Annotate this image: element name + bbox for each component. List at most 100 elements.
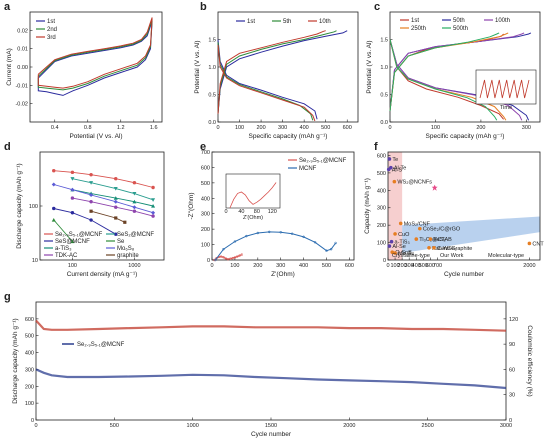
y-axis-label: Discharge capacity (mAh g⁻¹): [12, 318, 19, 403]
data-point: [213, 258, 216, 262]
data-point: [268, 230, 271, 234]
y-tick-label: -0.02: [15, 102, 28, 108]
y-tick-label: 0: [31, 418, 34, 424]
legend-entry: SeS@MCNF: [55, 239, 90, 245]
charge-curve: [217, 30, 326, 114]
x-tick-label: 400: [300, 125, 309, 131]
data-point: [151, 214, 155, 218]
data-point: [386, 167, 391, 172]
y-tick-label: 0.02: [17, 28, 28, 34]
y-tick-label: 300: [201, 212, 210, 218]
rate-line: [53, 219, 73, 242]
cv-curve: [37, 17, 153, 89]
legend-entry: graphite: [117, 253, 139, 259]
y-tick-label: 1.5: [208, 38, 216, 44]
legend-entry: Mo₆S₈: [117, 246, 135, 252]
y-tick-label: 1.5: [380, 38, 388, 44]
data-point: [313, 241, 317, 244]
inset-frame: [225, 173, 281, 209]
data-point: [222, 247, 225, 251]
legend-entry: Crystalline-type: [392, 253, 430, 259]
y-tick-label: 10: [32, 258, 38, 264]
plot-frame: [217, 11, 359, 123]
panel-label: a: [4, 1, 11, 13]
data-point: [132, 181, 137, 185]
data-point: [114, 177, 118, 181]
legend-entry: 3rd: [47, 35, 56, 41]
y-tick-label: 0.0: [208, 120, 216, 126]
x-tick-label: 200: [256, 125, 265, 131]
y-tick-label: 700: [201, 150, 210, 156]
plot-frame: [211, 151, 355, 261]
inset-x-tick-label: 80: [254, 209, 260, 215]
y-tick-label: 200: [377, 223, 386, 229]
inset-x-label: Z'(Ohm): [243, 215, 263, 221]
x-tick-label: 0: [216, 125, 219, 131]
data-point: [114, 205, 118, 209]
data-point: [70, 239, 75, 244]
legend-entry: Molecular-type: [488, 253, 524, 259]
point-label: Natural Graphite: [432, 246, 472, 252]
x-tick-label: 1000: [187, 423, 199, 429]
data-point: [70, 170, 75, 175]
data-point: [224, 257, 227, 260]
y-tick-label: 0.5: [380, 93, 388, 99]
x-tick-label: 500: [322, 263, 331, 269]
point-label: a-TiS₃: [395, 240, 410, 246]
x-tick-label: 0.8: [84, 125, 92, 131]
data-point: [222, 255, 225, 259]
x-tick-label: 100: [390, 263, 399, 269]
x-tick-label: 200: [476, 125, 485, 131]
y-tick-label: 100: [25, 401, 34, 407]
y-axis-label: Discharge capacity (mAh g⁻¹): [16, 163, 23, 248]
data-point: [392, 179, 397, 184]
x-tick-label: 100: [431, 125, 440, 131]
data-point: [414, 237, 419, 241]
y-tick-label: 400: [201, 196, 210, 202]
y-axis-label: Current (mA): [6, 48, 13, 86]
x-tick-label: 500: [419, 263, 428, 269]
panel-e: 0 100 200 300 400 500 600010020030040050060070…: [188, 141, 355, 278]
legend-entry: 50th: [453, 18, 465, 24]
point-label: Te: [392, 157, 398, 163]
y2-tick-label: 60: [509, 367, 515, 373]
x-tick-label: 600: [426, 263, 435, 269]
point-label: FeS₂: [433, 237, 445, 243]
y-tick-label: 0.01: [17, 47, 28, 53]
legend-entry: 10th: [319, 19, 331, 25]
inset-x-tick-label: 120: [268, 209, 277, 215]
panel-label: b: [200, 1, 207, 13]
x-axis-label: Z'(Ohm): [271, 271, 295, 278]
discharge-curve: [217, 39, 318, 120]
y2-axis-label: Coulombic efficiency (%): [526, 325, 533, 396]
y-axis-label: Potential (V vs. Al): [366, 40, 373, 93]
data-point: [290, 232, 294, 236]
data-point: [233, 240, 237, 243]
legend-entry: Our Work: [440, 253, 464, 259]
y-tick-label: 600: [25, 317, 34, 323]
data-point: [387, 244, 392, 248]
cv-curve: [37, 21, 153, 96]
data-point: [219, 255, 223, 258]
y2-tick-label: 120: [509, 317, 518, 323]
y-tick-label: 600: [201, 165, 210, 171]
point-label: WS₂@NCNFs: [397, 180, 432, 186]
x-tick-label: 1500: [265, 423, 277, 429]
x-tick-label: 0.4: [51, 125, 59, 131]
inset-x-label: Time: [500, 105, 512, 111]
point-label: C-WSe₂: [437, 246, 457, 252]
data-point: [240, 253, 244, 256]
data-point: [393, 251, 397, 255]
y2-tick-label: 90: [509, 342, 515, 348]
data-point: [52, 206, 56, 211]
x-tick-label: 300: [278, 125, 287, 131]
data-point: [393, 232, 397, 236]
y-tick-label: 400: [25, 351, 34, 357]
data-point: [52, 169, 56, 173]
x-tick-label: 100: [230, 263, 239, 269]
point-label: CoSe₂/C@rGO: [423, 227, 461, 233]
legend-entry: a-TiS₃: [55, 246, 72, 252]
point-label: G-SnS₂: [395, 250, 414, 256]
data-point: [151, 185, 155, 190]
